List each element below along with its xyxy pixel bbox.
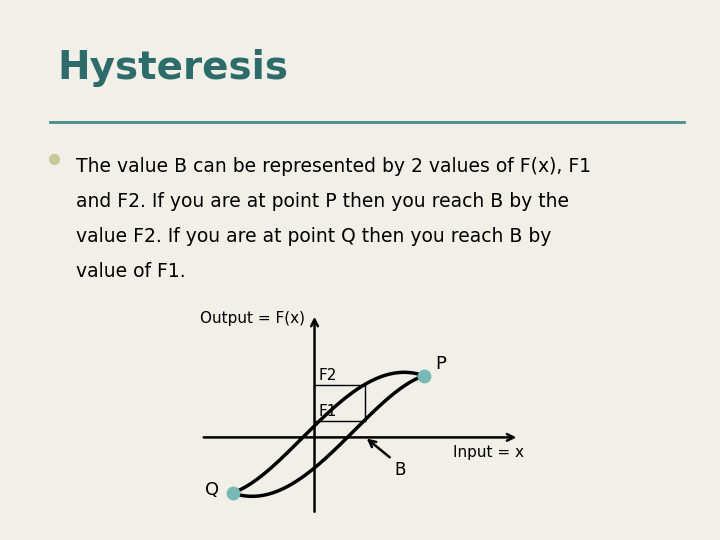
Text: F2: F2 bbox=[318, 368, 336, 383]
Text: value F2. If you are at point Q then you reach B by: value F2. If you are at point Q then you… bbox=[76, 227, 551, 246]
Text: value of F1.: value of F1. bbox=[76, 262, 185, 281]
Text: B: B bbox=[394, 461, 405, 478]
Text: Hysteresis: Hysteresis bbox=[58, 49, 289, 86]
Text: P: P bbox=[435, 355, 446, 373]
Text: Output = F(x): Output = F(x) bbox=[200, 311, 305, 326]
Text: Q: Q bbox=[205, 481, 219, 499]
Text: and F2. If you are at point P then you reach B by the: and F2. If you are at point P then you r… bbox=[76, 192, 569, 211]
Text: F1: F1 bbox=[318, 404, 336, 419]
Text: The value B can be represented by 2 values of F(x), F1: The value B can be represented by 2 valu… bbox=[76, 157, 590, 176]
Text: Input = x: Input = x bbox=[453, 445, 523, 460]
